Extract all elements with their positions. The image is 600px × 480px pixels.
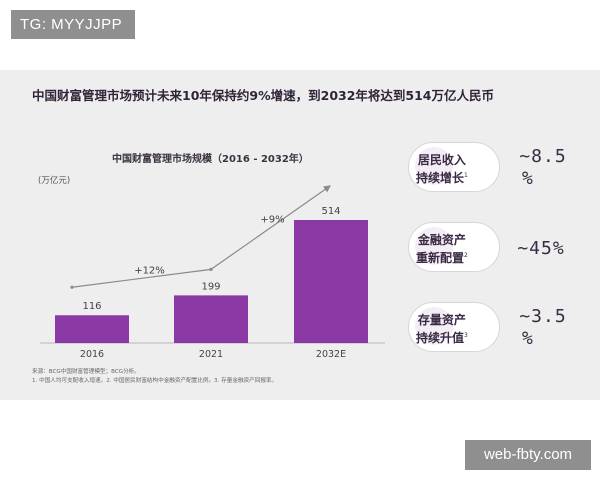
slide: 中国财富管理市场预计未来10年保持约9%增速，到2032年将达到514万亿人民币…: [0, 70, 600, 400]
category-label-2032E: 2032E: [316, 349, 346, 360]
bar-chart: 116 2016 199 2021 514 2032E +12% +9%: [40, 185, 385, 360]
metric-appreciation-value-line2: %: [522, 328, 534, 349]
metric-income-label: 居民收入 持续增长1: [416, 152, 468, 186]
metric-allocation-value-line1: ~45%: [517, 238, 565, 259]
metric-appreciation-line1: 存量资产: [417, 313, 466, 327]
value-label-2032E: 514: [321, 206, 340, 217]
metric-income-line1: 居民收入: [417, 153, 466, 167]
metric-income-sup: 1: [464, 172, 468, 179]
metric-income-value-line2: %: [522, 168, 534, 189]
growth-label-0: +12%: [134, 265, 165, 276]
metric-appreciation-sup: 3: [464, 332, 468, 339]
growth-label-1: +9%: [260, 215, 284, 226]
source-line: 来源：BCG中国财富管理模型；BCG分析。: [32, 369, 140, 375]
unit-label: (万亿元): [38, 176, 71, 186]
tg-badge: TG: MYYJJPP: [11, 10, 135, 39]
footnotes-line: 1. 中国人均可支配收入增速。2. 中国居民财富结构中金融资产配置比例。3. 存…: [32, 378, 278, 384]
metric-income-value-line1: ~8.5: [519, 146, 567, 167]
metric-allocation-sup: 2: [464, 252, 468, 259]
value-label-2016: 116: [82, 301, 101, 312]
income-icon: [408, 142, 500, 192]
metric-income-line2: 持续增长: [416, 171, 465, 185]
chart-title: 中国财富管理市场规模（2016 - 2032年）: [112, 154, 309, 165]
watermark: web-fbty.com: [465, 440, 591, 470]
metric-allocation-label: 金融资产 重新配置2: [416, 232, 468, 266]
appreciation-icon: [408, 302, 500, 352]
bar-2032E: [294, 220, 368, 343]
bar-2021: [174, 295, 248, 343]
allocation-icon: [408, 222, 500, 272]
trend-arrow: [71, 185, 331, 288]
metric-allocation-line1: 金融资产: [417, 233, 466, 247]
headline: 中国财富管理市场预计未来10年保持约9%增速，到2032年将达到514万亿人民币: [32, 88, 495, 103]
metric-appreciation-label: 存量资产 持续升值3: [416, 312, 468, 346]
metric-appreciation-value: ~3.5 %: [508, 306, 578, 350]
metric-appreciation-value-line1: ~3.5: [519, 306, 567, 327]
metric-income-value: ~8.5 %: [508, 146, 578, 190]
trend-point-1: [209, 267, 213, 271]
bar-2016: [55, 315, 129, 343]
metric-allocation-value: ~45%: [506, 238, 576, 260]
category-label-2021: 2021: [199, 349, 223, 360]
source-notes: 来源：BCG中国财富管理模型；BCG分析。 1. 中国人均可支配收入增速。2. …: [32, 368, 392, 386]
metric-allocation-line2: 重新配置: [416, 251, 465, 265]
metric-appreciation-line2: 持续升值: [416, 331, 465, 345]
trend-point-0: [70, 285, 74, 289]
value-label-2021: 199: [201, 281, 220, 292]
category-label-2016: 2016: [80, 349, 104, 360]
